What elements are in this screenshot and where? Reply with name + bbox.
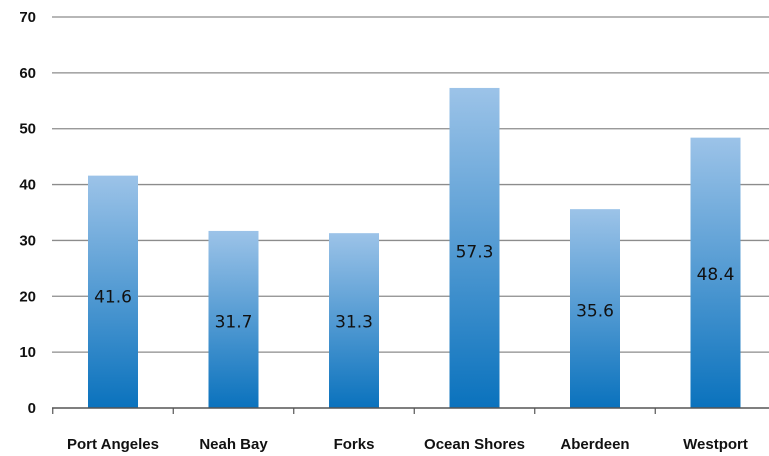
data-label: 35.6 [576,301,614,321]
category-label: Forks [334,436,375,453]
data-labels: 41.6 31.7 31.3 57.3 35.6 48.4 [94,243,734,333]
bar [690,137,741,408]
data-label: 48.4 [697,265,735,285]
bar [329,233,379,408]
y-tick-label: 10 [19,344,36,361]
category-label: Aberdeen [560,436,629,453]
data-label: 57.3 [456,243,494,263]
bar [208,230,259,408]
y-axis-ticks: 0 10 20 30 40 50 60 70 [19,9,36,417]
y-tick-label: 70 [19,9,36,26]
gridlines [52,16,769,353]
y-tick-label: 60 [19,65,36,82]
y-tick-label: 0 [28,400,36,417]
bar [570,209,620,408]
category-label: Westport [683,436,748,453]
category-label: Port Angeles [67,436,159,453]
data-label: 41.6 [94,287,132,307]
category-label: Ocean Shores [424,436,525,453]
data-label: 31.3 [335,312,373,332]
y-tick-label: 40 [19,177,36,194]
bar [88,175,138,408]
y-tick-label: 30 [19,232,36,249]
y-tick-label: 50 [19,121,36,138]
y-tick-label: 20 [19,288,36,305]
data-label: 31.7 [215,312,253,332]
bar [449,87,500,408]
bars [88,87,741,408]
category-label: Neah Bay [199,436,268,453]
x-axis: Port Angeles Neah Bay Forks Ocean Shores Abe… [52,407,769,453]
